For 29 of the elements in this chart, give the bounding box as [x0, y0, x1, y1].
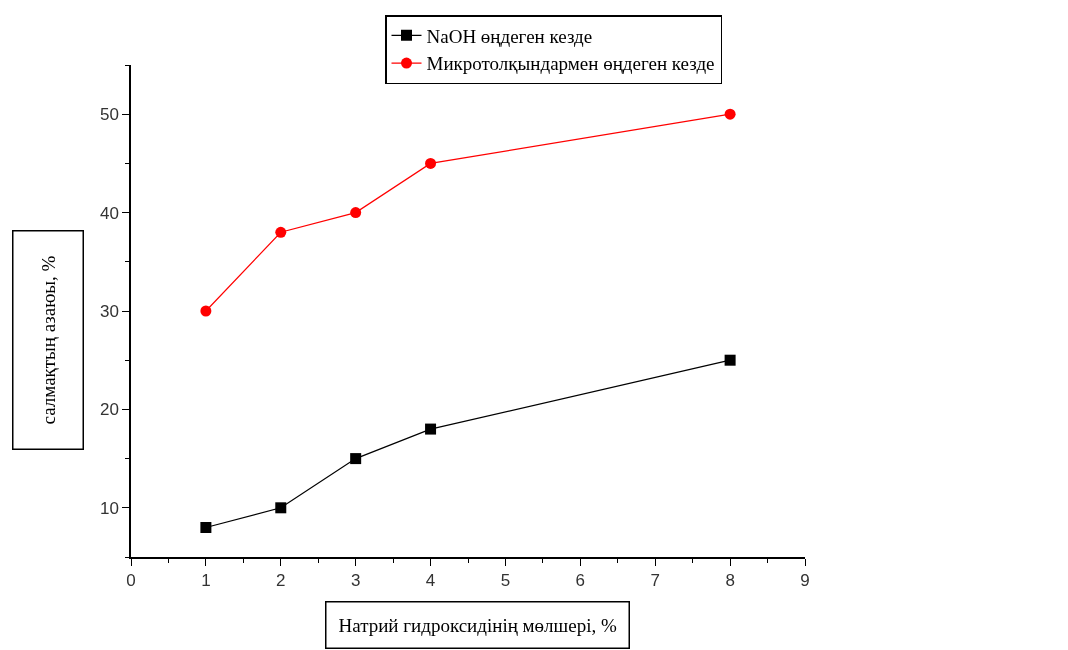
y-tick-label: 10 [99, 498, 119, 518]
x-tick-label: 6 [575, 571, 586, 591]
x-tick-label: 9 [800, 571, 810, 591]
x-tick-label: 8 [725, 571, 735, 591]
point [724, 354, 736, 366]
x-tick-label: 4 [425, 571, 436, 591]
y-tick-label: 40 [99, 203, 119, 223]
point [425, 157, 437, 169]
point [350, 207, 362, 219]
y-tick-label: 50 [99, 105, 119, 125]
point [724, 108, 736, 120]
x-axis-title: Натрий гидроксидінің мөлшері, % [338, 614, 617, 636]
legend-label: Микротолқындармен өңдеген кезде [426, 53, 715, 75]
legend-label: NaOH өңдеген кезде [426, 25, 593, 47]
x-tick-label: 7 [650, 571, 660, 591]
x-tick-label: 0 [126, 571, 136, 591]
point [425, 423, 437, 435]
y-axis-title: салмақтың азаюы, % [37, 255, 59, 425]
point [275, 502, 287, 514]
x-tick-label: 3 [350, 571, 361, 591]
x-tick-label: 2 [276, 571, 286, 591]
x-tick-label: 5 [500, 571, 511, 591]
y-tick-label: 30 [99, 301, 119, 321]
y-tick-label: 20 [99, 400, 119, 420]
x-tick-label: 1 [201, 571, 211, 591]
point [200, 305, 212, 317]
point [200, 521, 212, 533]
point [350, 453, 362, 465]
point [275, 226, 287, 238]
